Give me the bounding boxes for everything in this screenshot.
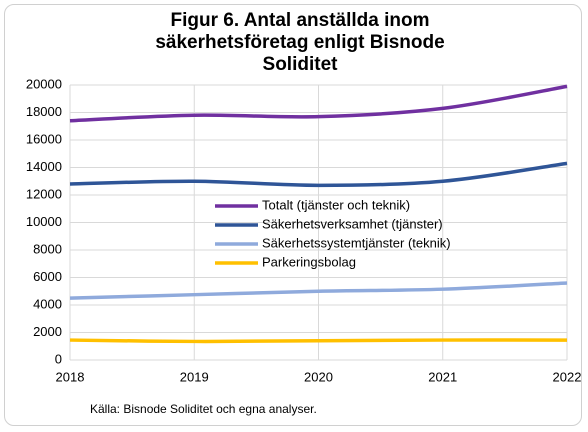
y-tick-label: 0: [55, 351, 62, 366]
y-tick-label: 6000: [33, 269, 62, 284]
y-tick-label: 10000: [26, 214, 62, 229]
legend-label: Säkerhetssystemtjänster (teknik): [262, 235, 451, 250]
x-tick-label: 2022: [553, 369, 582, 384]
series-line: [69, 161, 568, 188]
legend-label: Totalt (tjänster och teknik): [262, 197, 410, 212]
y-tick-label: 2000: [33, 324, 62, 339]
y-tick-label: 16000: [26, 131, 62, 146]
series-line: [69, 338, 568, 344]
x-tick-label: 2020: [304, 369, 333, 384]
x-tick-label: 2018: [56, 369, 85, 384]
y-tick-label: 8000: [33, 241, 62, 256]
x-tick-label: 2021: [428, 369, 457, 384]
frame: [4, 4, 582, 426]
source-note: Källa: Bisnode Soliditet och egna analys…: [90, 402, 317, 416]
y-tick-label: 14000: [26, 159, 62, 174]
y-tick-label: 18000: [26, 104, 62, 119]
x-tick-label: 2019: [180, 369, 209, 384]
y-tick-label: 20000: [26, 76, 62, 91]
y-tick-label: 12000: [26, 186, 62, 201]
legend-label: Parkeringsbolag: [262, 254, 356, 269]
chart-title: Figur 6. Antal anställda inom säkerhetsf…: [155, 10, 445, 75]
series-line: [69, 281, 568, 300]
y-tick-label: 4000: [33, 296, 62, 311]
legend-label: Säkerhetsverksamhet (tjänster): [262, 216, 443, 231]
series-line: [69, 84, 568, 123]
